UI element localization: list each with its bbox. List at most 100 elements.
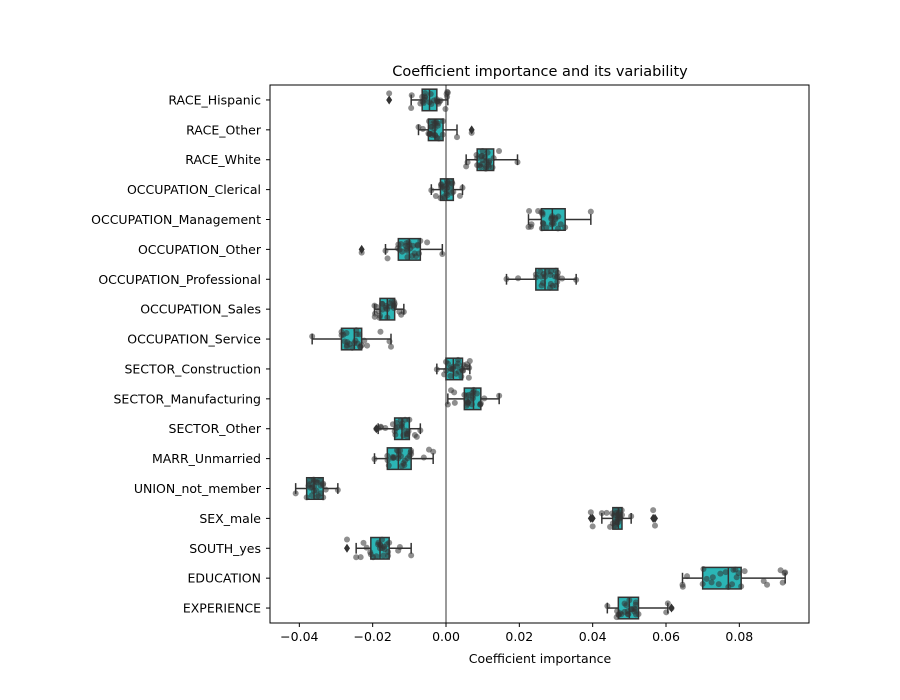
x-tick-label: 0.00 — [432, 629, 460, 644]
strip-point — [389, 455, 396, 462]
strip-point — [598, 510, 605, 517]
strip-point — [353, 554, 360, 561]
strip-point — [311, 488, 317, 495]
strip-point — [460, 362, 467, 369]
strip-point — [559, 275, 566, 282]
strip-point — [477, 400, 484, 407]
strip-point — [408, 92, 415, 99]
strip-point — [732, 566, 739, 573]
y-tick-label: OCCUPATION_Other — [138, 242, 262, 257]
strip-point — [420, 99, 427, 106]
strip-point — [628, 513, 635, 520]
y-tick-label: RACE_White — [185, 152, 261, 167]
plot-frame — [269, 84, 810, 624]
strip-point — [404, 254, 411, 261]
strip-point — [717, 570, 724, 577]
strip-point — [587, 208, 594, 215]
strip-point — [539, 279, 546, 286]
outlier-marker — [589, 513, 596, 523]
strip-point — [448, 387, 455, 394]
strip-point — [380, 552, 387, 559]
strip-point — [413, 433, 420, 440]
strip-point — [424, 239, 431, 246]
x-tick-label: 0.02 — [505, 629, 533, 644]
strip-point — [650, 507, 657, 514]
strip-point — [483, 163, 490, 170]
y-tick-label: SECTOR_Other — [169, 421, 262, 436]
outlier-marker — [386, 95, 393, 105]
strip-point — [404, 247, 411, 254]
strip-point — [393, 420, 400, 427]
strip-point — [456, 192, 463, 199]
y-tick-label: SECTOR_Construction — [124, 361, 261, 376]
strip-point — [357, 554, 364, 561]
strip-point — [433, 96, 440, 103]
strip-point — [738, 583, 745, 590]
y-tick-label: OCCUPATION_Management — [91, 212, 261, 227]
strip-point — [479, 148, 486, 155]
strip-point — [386, 539, 393, 546]
strip-point — [386, 338, 393, 345]
x-tick-label: 0.06 — [652, 629, 680, 644]
strip-point — [544, 268, 551, 275]
strip-point — [439, 251, 446, 258]
strip-point — [440, 118, 447, 125]
strip-point — [554, 278, 561, 285]
strip-point — [715, 581, 722, 588]
strip-point — [626, 597, 633, 604]
strip-point — [415, 250, 422, 257]
strip-point — [470, 389, 477, 396]
strip-point — [437, 194, 444, 201]
strip-point — [474, 162, 481, 169]
strip-point — [358, 249, 365, 256]
strip-point — [668, 605, 675, 612]
strip-point — [542, 273, 548, 280]
strip-point — [453, 370, 460, 377]
strip-point — [363, 544, 370, 551]
strip-point — [377, 541, 383, 548]
axis-layer: −0.04 −0.02 0.00 0.02 0.04 0.06 0.08 RACE_Hispa… — [91, 92, 753, 644]
strip-point — [420, 454, 427, 461]
strip-point — [465, 374, 472, 381]
strip-point — [379, 306, 386, 313]
strip-point — [356, 331, 363, 338]
strip-point — [371, 302, 378, 309]
strip-point — [589, 523, 596, 530]
strip-point — [490, 155, 497, 162]
x-tick-label: 0.04 — [579, 629, 607, 644]
strip-point — [503, 275, 510, 282]
strip-point — [514, 159, 521, 166]
strip-point — [292, 490, 299, 497]
strip-point — [443, 188, 450, 195]
x-axis-label: Coefficient importance — [469, 651, 612, 666]
strip-point — [384, 452, 391, 459]
strip-point — [386, 90, 393, 97]
strip-point — [417, 427, 424, 434]
strip-point — [699, 580, 706, 587]
strip-point — [435, 135, 442, 142]
y-tick-label: UNION_not_member — [134, 481, 262, 496]
strip-point — [461, 391, 468, 398]
strip-point — [377, 312, 383, 319]
strip-point — [733, 574, 740, 581]
strip-point — [615, 611, 622, 618]
strip-point — [384, 255, 391, 262]
chart-title: Coefficient importance and its variabili… — [392, 64, 688, 80]
strip-point — [395, 547, 402, 554]
y-tick-label: SEX_male — [199, 511, 261, 526]
strip-point — [364, 342, 371, 349]
strip-point — [623, 602, 630, 609]
strip-point — [384, 457, 391, 464]
strip-point — [439, 131, 446, 138]
strip-point — [604, 603, 611, 610]
x-tick-label: −0.04 — [280, 629, 318, 644]
strip-point — [652, 522, 658, 529]
x-tick-label: 0.08 — [725, 629, 753, 644]
strip-point — [779, 579, 786, 586]
strip-point — [344, 536, 350, 543]
strip-point — [463, 402, 470, 409]
strip-point — [526, 208, 533, 215]
strip-point — [385, 548, 392, 555]
y-tick-label: RACE_Hispanic — [168, 92, 261, 107]
